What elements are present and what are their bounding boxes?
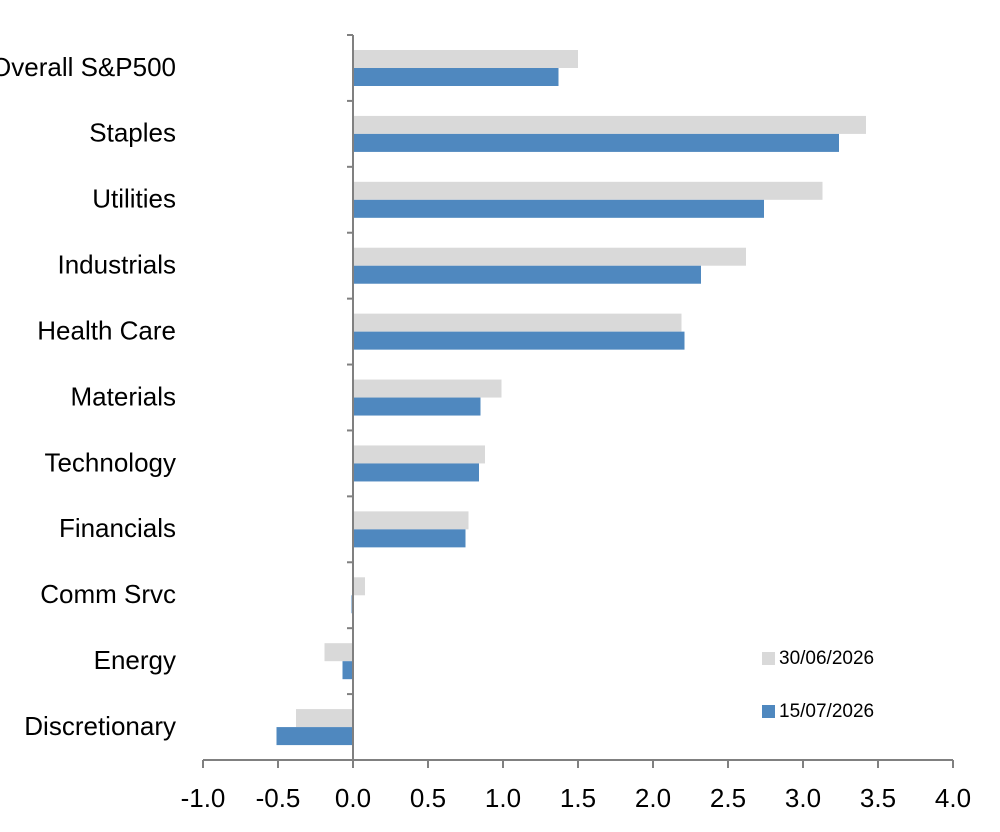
bar-discretionary-series-1: [296, 709, 353, 728]
category-label-overall-s-p500: Overall S&P500: [0, 52, 176, 82]
x-tick-label: -1.0: [181, 783, 226, 813]
labels-layer: Overall S&P500 Staples Utilities Industrial…: [0, 52, 971, 813]
category-label-materials: Materials: [71, 381, 176, 411]
category-label-staples: Staples: [89, 118, 176, 148]
legend-label-series-1: 30/06/2026: [779, 648, 874, 669]
x-tick-label: 0.5: [410, 783, 446, 813]
bar-discretionary-series-2: [276, 727, 353, 746]
category-label-health-care: Health Care: [37, 315, 176, 345]
category-label-comm-srvc: Comm Srvc: [40, 579, 176, 609]
bar-energy-series-2: [342, 661, 353, 680]
x-tick-label: 3.5: [860, 783, 896, 813]
bar-overall-s-p500-series-1: [353, 50, 578, 68]
x-tick-label: 2.5: [710, 783, 746, 813]
category-label-industrials: Industrials: [58, 250, 177, 280]
bar-health-care-series-2: [353, 331, 685, 350]
bar-materials-series-1: [353, 379, 502, 398]
x-tick-label: 2.0: [635, 783, 671, 813]
x-tick-label: 0.0: [335, 783, 371, 813]
x-tick-label: 1.0: [485, 783, 521, 813]
legend: 30/06/2026 15/07/2026: [762, 648, 874, 722]
bar-energy-series-1: [324, 643, 353, 662]
category-label-energy: Energy: [94, 645, 176, 675]
bar-health-care-series-1: [353, 313, 682, 332]
bar-utilities-series-2: [353, 199, 764, 218]
x-tick-label: 4.0: [935, 783, 971, 813]
bar-technology-series-2: [353, 463, 479, 482]
legend-label-series-2: 15/07/2026: [779, 701, 874, 722]
bar-industrials-series-1: [353, 247, 746, 266]
bar-financials-series-2: [353, 529, 466, 548]
bar-comm-srvc-series-1: [353, 577, 365, 596]
bars-layer: [276, 50, 866, 746]
axes-layer: [202, 34, 954, 768]
bar-utilities-series-1: [353, 181, 823, 200]
bar-industrials-series-2: [353, 265, 701, 284]
bar-staples-series-1: [353, 115, 866, 134]
category-label-discretionary: Discretionary: [24, 711, 176, 741]
legend-swatch-series-2: [762, 705, 775, 718]
category-label-financials: Financials: [59, 513, 176, 543]
x-tick-label: -0.5: [256, 783, 301, 813]
bar-technology-series-1: [353, 445, 485, 464]
category-label-technology: Technology: [44, 447, 176, 477]
legend-swatch-series-1: [762, 652, 775, 665]
bar-materials-series-2: [353, 397, 481, 416]
bar-financials-series-1: [353, 511, 469, 530]
bar-overall-s-p500-series-2: [353, 68, 559, 86]
category-label-utilities: Utilities: [92, 184, 176, 214]
x-tick-label: 1.5: [560, 783, 596, 813]
bar-staples-series-2: [353, 133, 839, 152]
x-tick-label: 3.0: [785, 783, 821, 813]
